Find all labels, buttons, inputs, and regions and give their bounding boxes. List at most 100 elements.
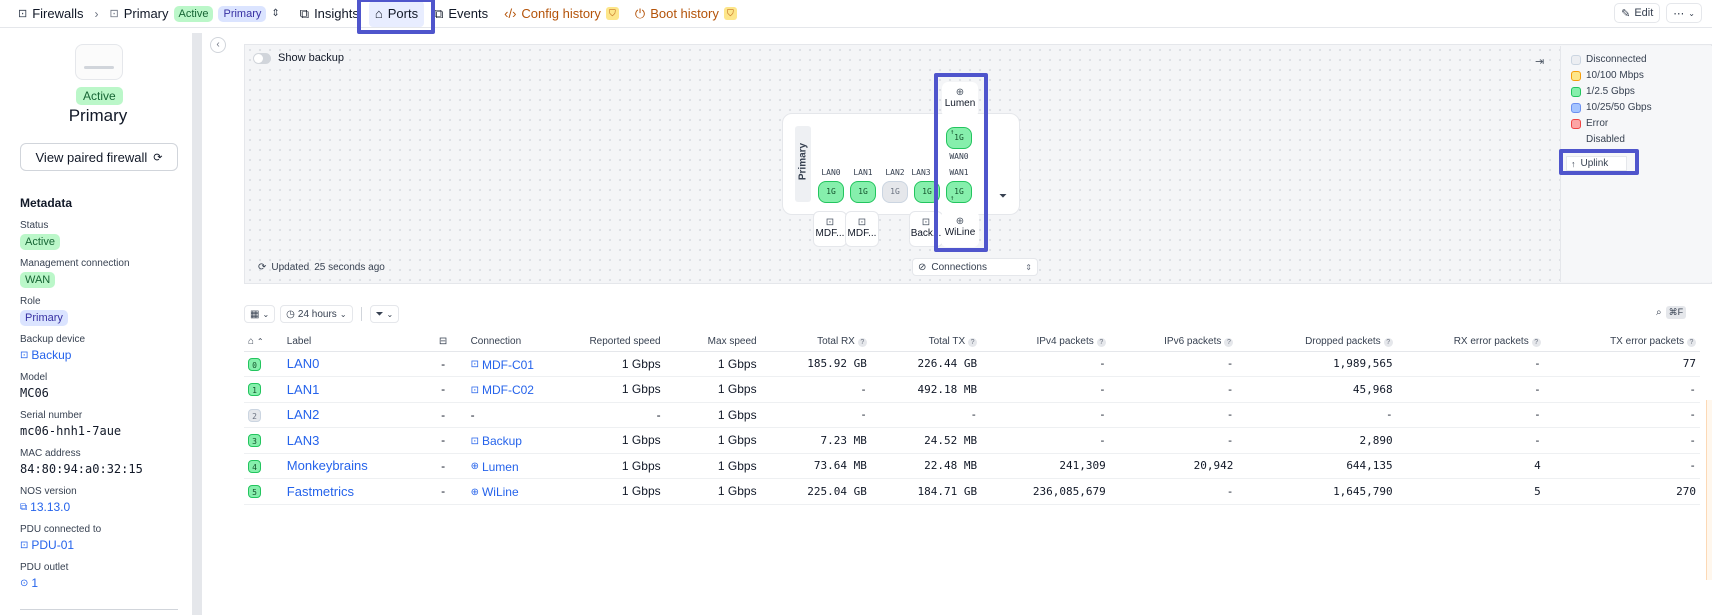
help-icon[interactable]: ?: [968, 337, 978, 347]
refresh-icon: ⟳: [258, 262, 267, 273]
connection-link[interactable]: ⊡ Backup: [471, 434, 522, 448]
table-search[interactable]: ⌕ ⌘F: [1656, 306, 1687, 319]
node-mdf-c02[interactable]: ⊡ MDF...: [845, 211, 879, 247]
port-label-link[interactable]: Monkeybrains: [286, 458, 368, 474]
table-row[interactable]: 2 LAN2 - - - 1 Gbps - - - - - - -: [244, 402, 1700, 428]
tab-boot-history[interactable]: ⏻ Boot history ⛉: [629, 1, 743, 27]
ipv6-column-header[interactable]: IPv6 packets?: [1109, 332, 1238, 352]
tab-ports[interactable]: ⌂ Ports: [368, 0, 425, 27]
help-icon[interactable]: ?: [1531, 337, 1541, 347]
max-speed-cell: 1 Gbps: [664, 376, 761, 403]
port-column-header[interactable]: ⌂ ⌃: [244, 332, 283, 352]
node-lumen[interactable]: ⊕ Lumen: [942, 82, 978, 118]
pdu-link[interactable]: ⊡ PDU-01: [20, 538, 101, 552]
port-label-link[interactable]: LAN1: [286, 381, 320, 397]
meta-model: Model MC06: [20, 372, 49, 400]
connection-link[interactable]: ⊡ MDF-C01: [471, 358, 534, 372]
port-label-lan1: LAN1: [853, 168, 873, 177]
dropped-column-header[interactable]: Dropped packets?: [1237, 332, 1397, 352]
meta-pdu: PDU connected to ⊡ PDU-01: [20, 524, 101, 552]
tab-events[interactable]: ⧉ Events: [428, 1, 494, 27]
filter-icon[interactable]: ⏷: [999, 191, 1007, 202]
help-icon[interactable]: ?: [857, 337, 867, 347]
sidebar-scrollbar[interactable]: [192, 33, 201, 615]
port-index-badge: 5: [248, 485, 261, 499]
connection-link[interactable]: ⊡ MDF-C02: [471, 383, 534, 397]
timerange-select[interactable]: ◷ 24 hours ⌄: [280, 305, 353, 323]
table-row[interactable]: 3 LAN3 - ⊡ Backup 1 Gbps 1 Gbps 7.23 MB 2…: [244, 427, 1700, 454]
ipv4-cell: 241,309: [981, 453, 1110, 479]
backup-device-link[interactable]: ⊡ Backup: [20, 348, 85, 362]
ipv4-column-header[interactable]: IPv4 packets?: [981, 332, 1110, 352]
pdu-outlet-link[interactable]: ⊙ 1: [20, 576, 68, 590]
updown-chevron-icon[interactable]: ⇕: [271, 8, 280, 19]
breadcrumb-current[interactable]: Primary: [123, 6, 169, 21]
port-lan2[interactable]: 1G: [882, 181, 908, 203]
edit-button[interactable]: ✎ Edit: [1614, 3, 1661, 23]
connection-link[interactable]: ⊕ WiLine: [471, 485, 519, 499]
port-index-badge: 4: [248, 459, 261, 473]
tab-insights[interactable]: ⧉ Insights: [294, 1, 365, 27]
meta-key: Backup device: [20, 334, 86, 345]
port-label-link[interactable]: LAN2: [286, 407, 320, 423]
connection-column-header[interactable]: Connection: [466, 332, 574, 352]
reported-speed-cell: 1 Gbps: [573, 478, 665, 505]
header-label: Total TX: [928, 335, 966, 347]
view-toggle-button[interactable]: ▦ ⌄: [244, 305, 276, 323]
port-wan1[interactable]: 1G ↑: [946, 181, 972, 203]
help-icon[interactable]: ?: [1687, 337, 1696, 347]
node-backup[interactable]: ⊡ Back...: [909, 211, 943, 247]
breadcrumb-firewalls[interactable]: Firewalls: [32, 6, 84, 21]
nos-version-link[interactable]: ⧉ 13.13.0: [20, 500, 77, 514]
help-icon[interactable]: ?: [1096, 337, 1106, 347]
tx-error-column-header[interactable]: TX error packets?: [1544, 332, 1700, 352]
toggle-switch[interactable]: [253, 52, 271, 64]
chevron-right-icon: ›: [94, 6, 99, 21]
port-label-lan3: LAN3: [911, 168, 931, 177]
connection-icon: ⊘: [918, 261, 927, 273]
table-row[interactable]: 0 LAN0 - ⊡ MDF-C01 1 Gbps 1 Gbps 185.92 G…: [244, 351, 1700, 377]
port-label-link[interactable]: LAN0: [286, 356, 320, 372]
connection-link[interactable]: ⊕ Lumen: [471, 460, 519, 474]
side-panel-edge[interactable]: [1706, 400, 1712, 580]
ipv6-cell: -: [1109, 478, 1238, 505]
reported-speed-column-header[interactable]: Reported speed: [573, 332, 665, 352]
tab-config-history[interactable]: ‹/› Config history ⛉: [498, 1, 625, 27]
reported-speed-cell: 1 Gbps: [573, 427, 665, 454]
table-row[interactable]: 4 Monkeybrains - ⊕ Lumen 1 Gbps 1 Gbps 73…: [244, 453, 1700, 479]
port-lan0[interactable]: 1G: [818, 181, 844, 203]
node-mdf-c01[interactable]: ⊡ MDF...: [813, 211, 847, 247]
rx-error-column-header[interactable]: RX error packets?: [1396, 332, 1545, 352]
connections-select[interactable]: ⊘ Connections ⇕: [912, 258, 1038, 276]
more-button[interactable]: ⋯ ⌄: [1666, 3, 1702, 23]
exit-fullscreen-icon[interactable]: ⇥: [1535, 56, 1545, 68]
pdu-outlet-value: 1: [31, 576, 39, 590]
events-icon: ⧉: [434, 5, 444, 21]
view-paired-firewall-button[interactable]: View paired firewall ⟳: [20, 143, 178, 171]
status-value-badge: Active: [20, 234, 60, 250]
total-rx-column-header[interactable]: Total RX?: [760, 332, 871, 352]
port-lan3[interactable]: 1G: [914, 181, 940, 203]
port-label-link[interactable]: LAN3: [286, 432, 320, 448]
collapse-sidebar-button[interactable]: ‹: [210, 37, 226, 53]
node-wiline[interactable]: ⊕ WiLine: [941, 211, 979, 247]
total-tx-cell: 492.18 MB: [870, 376, 982, 403]
search-icon[interactable]: ⌕: [1656, 307, 1662, 318]
table-row[interactable]: 1 LAN1 - ⊡ MDF-C02 1 Gbps 1 Gbps - 492.18…: [244, 376, 1700, 403]
total-tx-column-header[interactable]: Total TX?: [870, 332, 982, 352]
filter-button[interactable]: ⏷ ⌄: [369, 305, 400, 323]
rx-error-cell: -: [1396, 427, 1545, 454]
port-wan0[interactable]: ↑ 1G: [946, 127, 972, 149]
port-lan1[interactable]: 1G: [850, 181, 876, 203]
port-label-link[interactable]: Fastmetrics: [286, 483, 354, 499]
label-column-header[interactable]: Label: [282, 332, 420, 352]
show-backup-toggle[interactable]: Show backup: [253, 52, 344, 64]
device-icon: ⊡: [921, 217, 931, 228]
device-status-badge: Active: [76, 87, 123, 105]
table-row[interactable]: 5 Fastmetrics - ⊕ WiLine 1 Gbps 1 Gbps 22…: [244, 478, 1700, 505]
alias-column-header[interactable]: ⊟: [419, 332, 467, 352]
help-icon[interactable]: ?: [1383, 337, 1393, 347]
help-icon[interactable]: ?: [1224, 337, 1234, 347]
max-speed-column-header[interactable]: Max speed: [664, 332, 761, 352]
alias-cell: -: [419, 376, 467, 403]
